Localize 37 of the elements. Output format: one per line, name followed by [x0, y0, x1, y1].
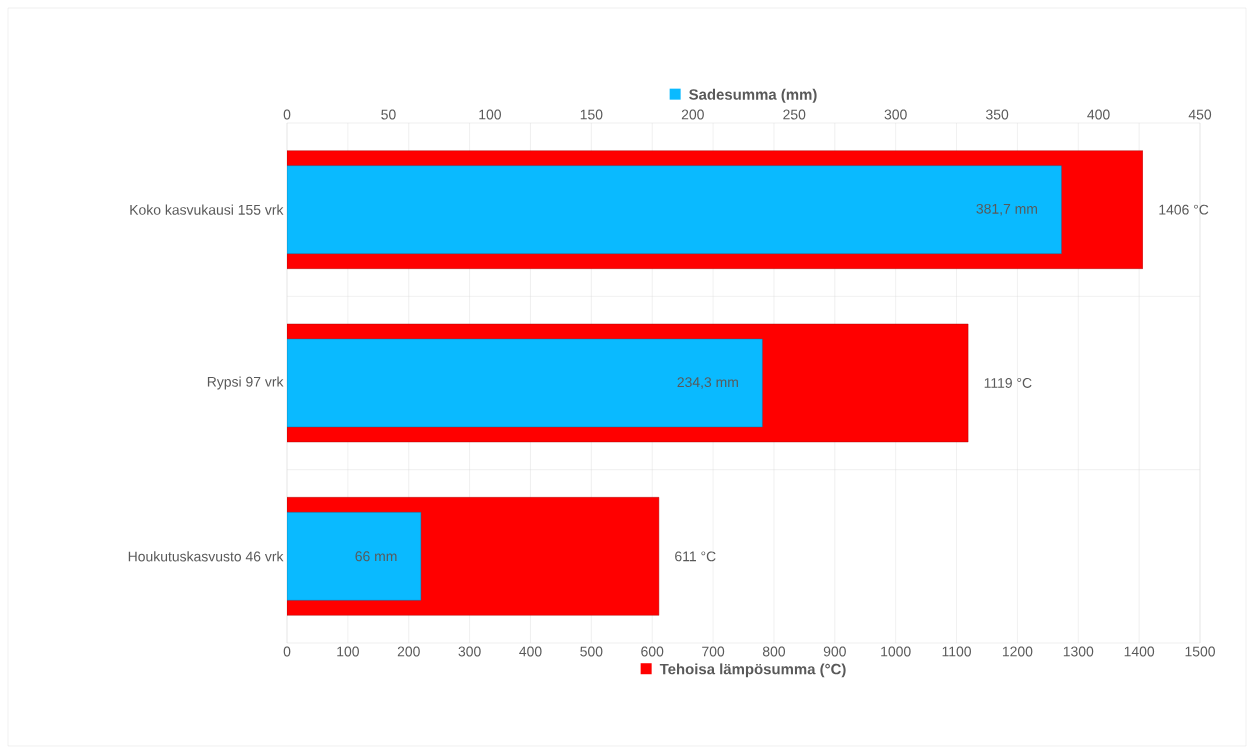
x2-tick-label: 150 — [580, 109, 603, 120]
x2-tick-label: 250 — [783, 109, 806, 120]
x2-tick-label: 100 — [479, 109, 501, 120]
y-tick-label: Houkutuskasvusto 46 vrk — [128, 551, 284, 562]
x2-axis-title: Sadesumma (mm) — [689, 88, 817, 103]
x2-tick-label: 50 — [381, 109, 396, 120]
data-label: 234,3 mm — [677, 377, 738, 389]
data-label: 381,7 mm — [976, 203, 1037, 216]
x-tick-label: 1100 — [942, 646, 971, 657]
x2-tick-label: 300 — [884, 109, 907, 120]
x-tick-label: 600 — [641, 646, 664, 657]
y-tick-label: Koko kasvukausi 155 vrk — [130, 204, 284, 215]
x-tick-label: 1300 — [1063, 646, 1094, 657]
x-tick-label: 500 — [580, 646, 603, 657]
y-tick-label: Rypsi 97 vrk — [207, 376, 284, 390]
data-label: 611 °C — [675, 551, 716, 562]
x-tick-label: 1200 — [1002, 646, 1033, 657]
x2-tick-label: 450 — [1188, 109, 1212, 120]
x-tick-label: 800 — [762, 646, 786, 657]
x2-tick-label: 400 — [1087, 109, 1110, 120]
x-tick-label: 1000 — [881, 646, 911, 657]
x2-tick-label: 0 — [283, 109, 291, 120]
x-tick-label: 1400 — [1124, 646, 1155, 657]
x2-tick-label: 200 — [681, 109, 704, 120]
x-tick-label: 700 — [702, 646, 725, 657]
data-label: 66 mm — [355, 551, 397, 562]
x-tick-label: 1500 — [1185, 646, 1215, 657]
x-tick-label: 200 — [397, 646, 420, 657]
x-tick-label: 400 — [519, 646, 542, 657]
data-label: 1406 °C — [1159, 204, 1209, 215]
x-axis-title: Tehoisa lämpösumma (°C) — [659, 663, 846, 678]
x-tick-label: 0 — [283, 646, 291, 657]
x-tick-label: 100 — [337, 646, 359, 657]
x2-tick-label: 350 — [986, 109, 1009, 120]
x-tick-label: 300 — [458, 646, 481, 657]
data-label: 1119 °C — [984, 378, 1032, 388]
x-tick-label: 900 — [823, 646, 846, 657]
